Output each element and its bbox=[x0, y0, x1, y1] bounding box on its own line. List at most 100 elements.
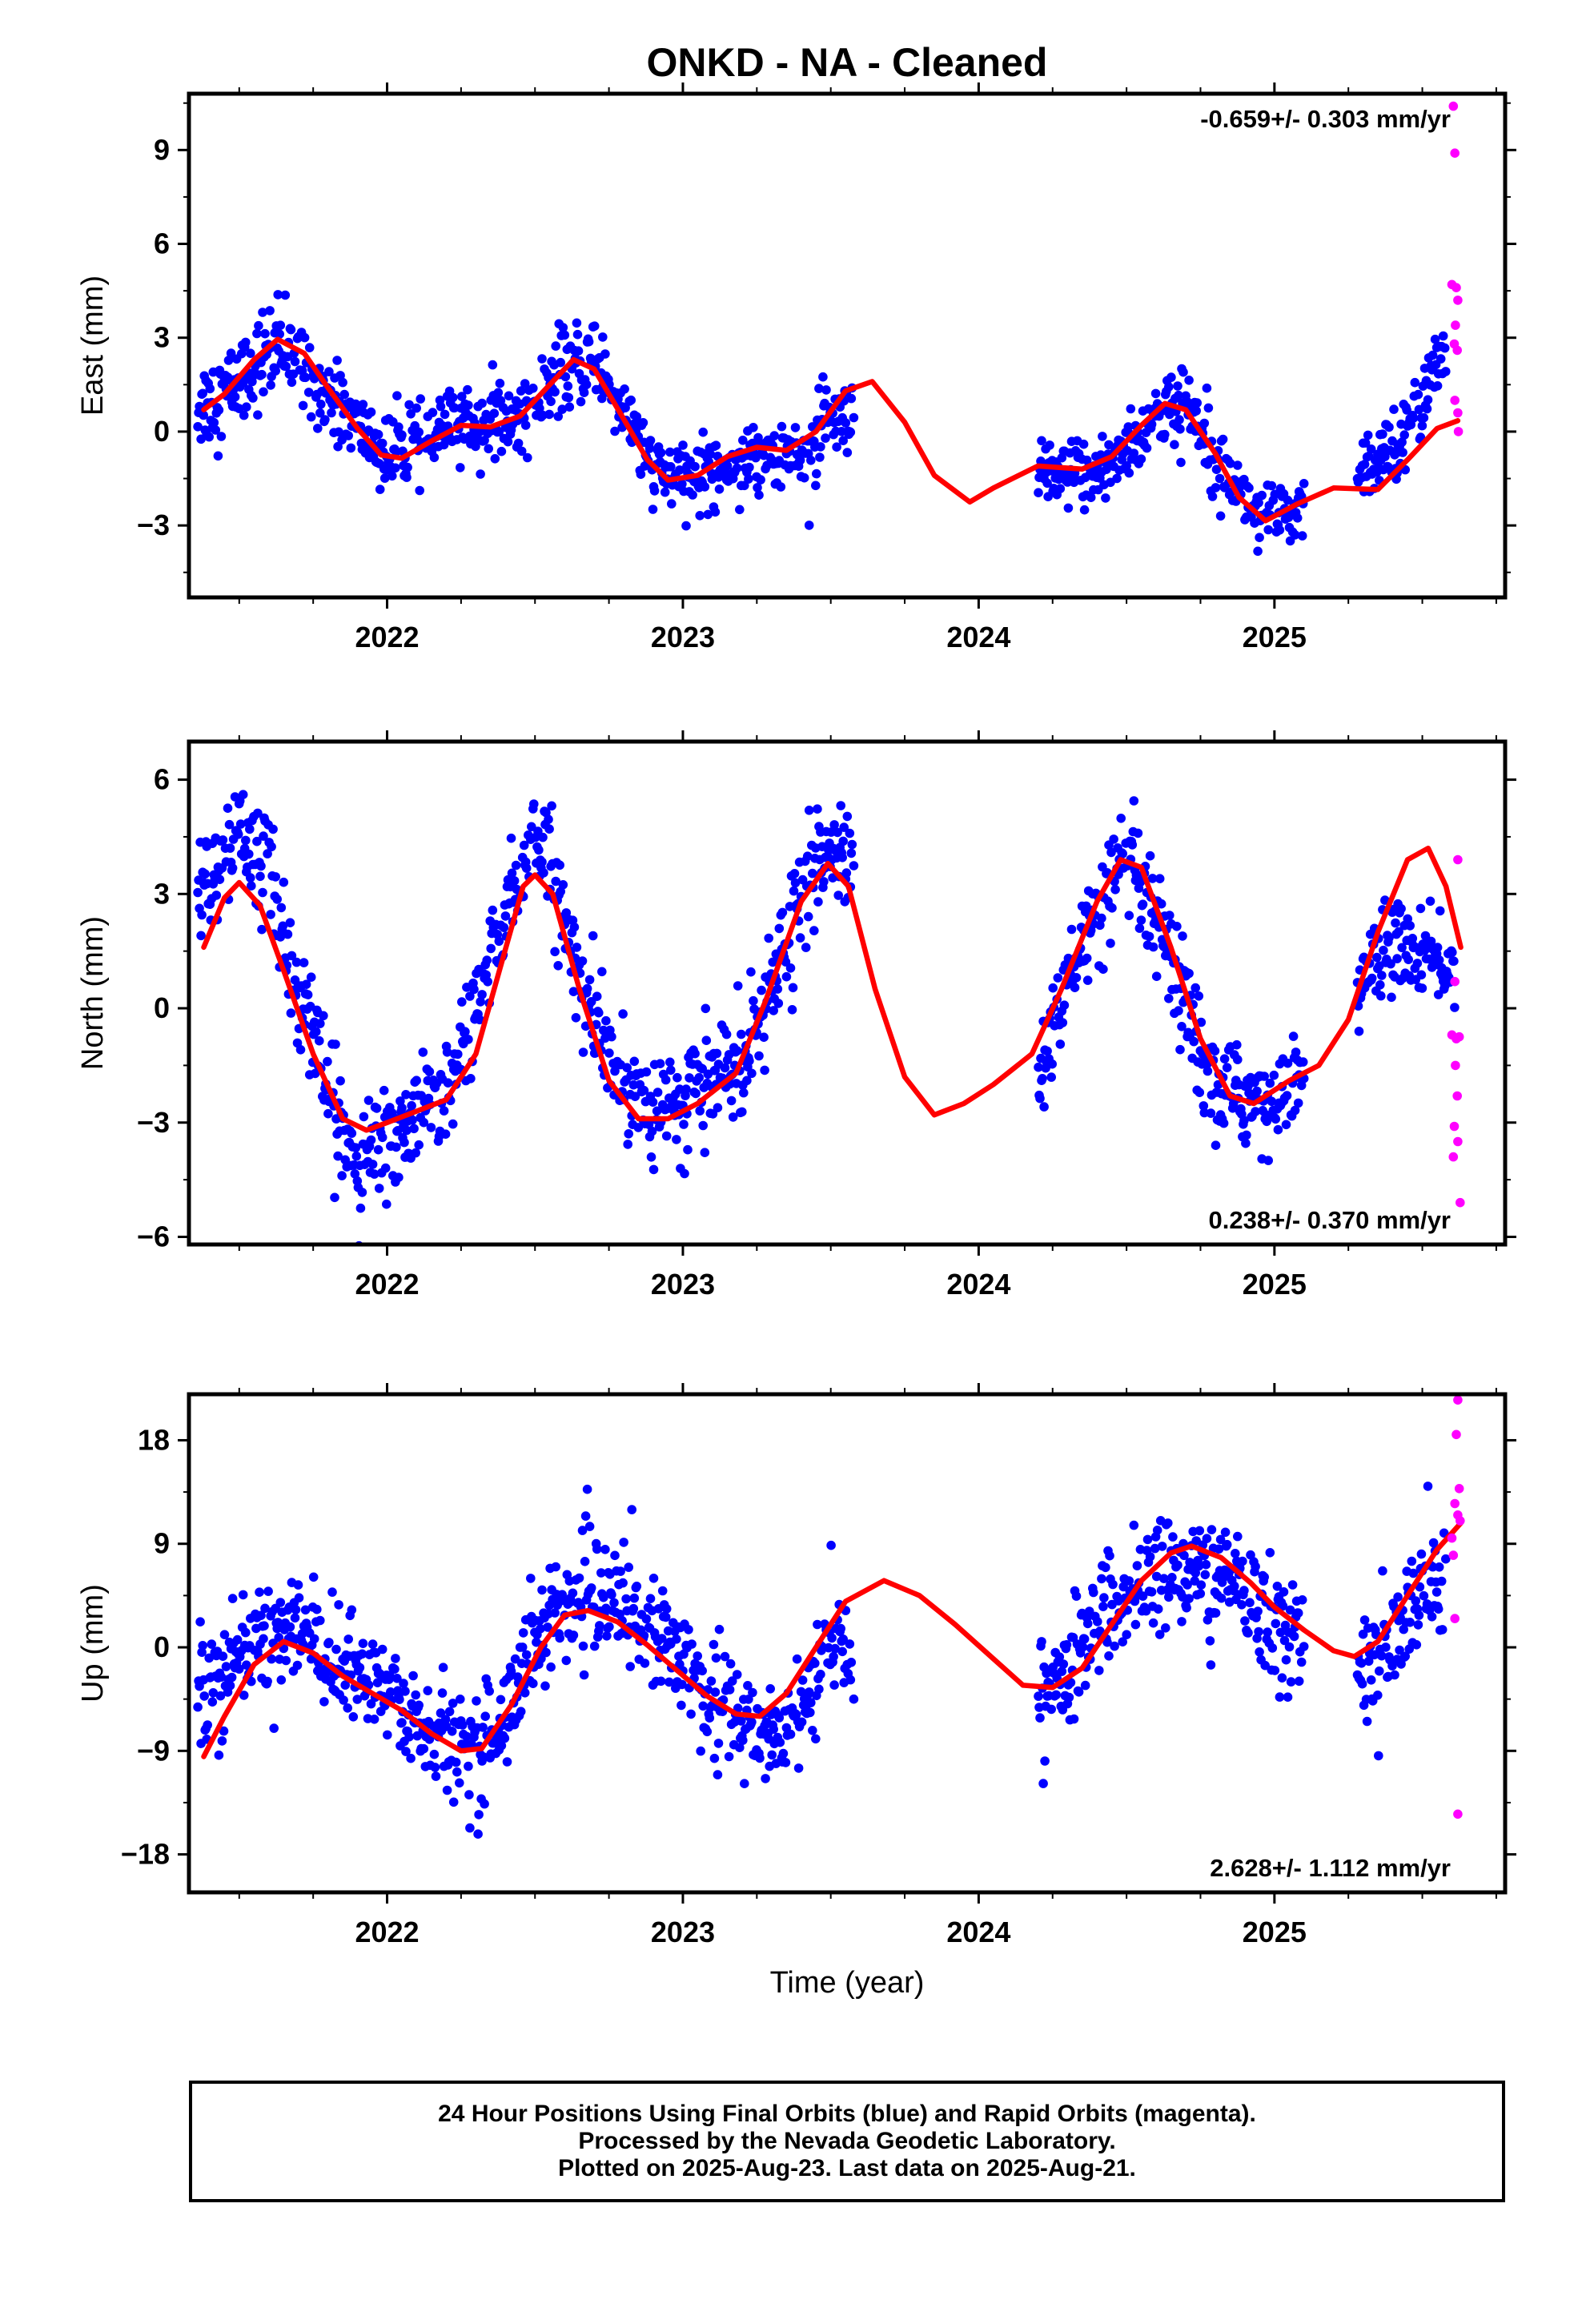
north-final-orbit-point bbox=[1039, 1102, 1049, 1112]
north-final-orbit-point bbox=[829, 820, 839, 830]
up-final-orbit-point bbox=[234, 1664, 244, 1674]
up-final-orbit-point bbox=[604, 1622, 614, 1632]
north-final-orbit-point bbox=[588, 931, 598, 941]
up-final-orbit-point bbox=[1356, 1659, 1367, 1668]
up-final-orbit-point bbox=[706, 1676, 717, 1686]
up-final-orbit-point bbox=[1108, 1579, 1118, 1590]
up-final-orbit-point bbox=[203, 1720, 212, 1730]
east-final-orbit-point bbox=[818, 372, 828, 382]
north-final-orbit-point bbox=[276, 903, 287, 913]
north-x-tick-label: 2022 bbox=[355, 1268, 419, 1301]
east-final-orbit-point bbox=[260, 328, 270, 339]
north-final-orbit-point bbox=[443, 1078, 453, 1088]
up-final-orbit-point bbox=[661, 1612, 671, 1622]
east-final-orbit-point bbox=[377, 438, 387, 448]
north-final-orbit-point bbox=[1432, 943, 1443, 952]
north-final-orbit-point bbox=[355, 1203, 366, 1213]
east-final-orbit-point bbox=[480, 436, 489, 445]
east-final-orbit-point bbox=[387, 471, 397, 481]
north-final-orbit-point bbox=[1191, 983, 1200, 993]
north-final-orbit-point bbox=[457, 997, 467, 1007]
up-final-orbit-point bbox=[1230, 1581, 1239, 1591]
east-final-orbit-point bbox=[205, 384, 215, 394]
up-final-orbit-point bbox=[740, 1779, 749, 1788]
north-final-orbit-point bbox=[287, 951, 297, 961]
north-final-orbit-point bbox=[1132, 870, 1142, 880]
north-final-orbit-point bbox=[291, 957, 302, 967]
east-final-orbit-point bbox=[1174, 415, 1184, 424]
up-final-orbit-point bbox=[656, 1676, 666, 1687]
up-final-orbit-point bbox=[385, 1671, 395, 1680]
east-final-orbit-point bbox=[821, 385, 831, 395]
up-final-orbit-point bbox=[765, 1684, 775, 1694]
north-final-orbit-point bbox=[644, 1120, 654, 1129]
north-final-orbit-point bbox=[768, 957, 777, 967]
north-final-orbit-point bbox=[720, 1063, 730, 1073]
east-final-orbit-point bbox=[1104, 440, 1114, 450]
up-final-orbit-point bbox=[720, 1651, 730, 1662]
up-final-orbit-point bbox=[586, 1583, 596, 1593]
up-x-tick-label: 2025 bbox=[1243, 1916, 1307, 1948]
north-final-orbit-point bbox=[1109, 834, 1118, 844]
east-rapid-orbit-point bbox=[1452, 345, 1462, 356]
north-final-orbit-point bbox=[1134, 923, 1145, 933]
east-y-tick-label: 3 bbox=[154, 321, 170, 354]
north-final-orbit-point bbox=[1288, 1031, 1299, 1041]
north-final-orbit-point bbox=[555, 860, 564, 870]
north-final-orbit-point bbox=[1042, 1046, 1052, 1056]
north-final-orbit-point bbox=[849, 861, 859, 870]
north-final-orbit-point bbox=[695, 1106, 705, 1116]
north-final-orbit-point bbox=[550, 947, 560, 957]
east-final-orbit-point bbox=[842, 448, 853, 457]
east-final-orbit-point bbox=[1086, 493, 1096, 502]
east-final-orbit-point bbox=[838, 436, 848, 445]
east-final-orbit-point bbox=[1176, 457, 1186, 468]
east-final-orbit-point bbox=[252, 328, 262, 339]
north-final-orbit-point bbox=[1110, 885, 1120, 895]
east-plot-area bbox=[193, 101, 1464, 557]
north-final-orbit-point bbox=[258, 887, 267, 898]
up-final-orbit-point bbox=[1207, 1525, 1217, 1534]
up-final-orbit-point bbox=[419, 1743, 429, 1754]
north-final-orbit-point bbox=[838, 836, 848, 846]
east-final-orbit-point bbox=[1380, 452, 1390, 461]
north-final-orbit-point bbox=[1281, 1120, 1291, 1130]
north-final-orbit-point bbox=[1386, 959, 1395, 969]
north-final-orbit-point bbox=[578, 1047, 588, 1057]
east-final-orbit-point bbox=[845, 427, 856, 437]
east-final-orbit-point bbox=[1215, 511, 1226, 521]
east-final-orbit-point bbox=[722, 460, 733, 471]
east-final-orbit-point bbox=[346, 443, 356, 453]
east-final-orbit-point bbox=[754, 490, 764, 500]
up-final-orbit-point bbox=[1441, 1554, 1451, 1564]
up-final-orbit-point bbox=[297, 1629, 307, 1638]
east-final-orbit-point bbox=[714, 485, 725, 494]
up-model-curve bbox=[201, 1520, 1464, 1759]
north-final-orbit-point bbox=[529, 799, 539, 809]
up-final-orbit-point bbox=[805, 1707, 815, 1718]
up-final-orbit-point bbox=[797, 1717, 807, 1727]
east-final-orbit-point bbox=[1255, 533, 1264, 542]
up-final-orbit-point bbox=[1411, 1640, 1422, 1650]
north-final-orbit-point bbox=[1046, 1072, 1056, 1082]
north-final-orbit-point bbox=[1377, 971, 1387, 980]
east-final-orbit-point bbox=[1397, 437, 1407, 447]
east-final-orbit-point bbox=[738, 436, 748, 445]
north-final-orbit-point bbox=[366, 1135, 376, 1145]
up-final-orbit-point bbox=[430, 1763, 440, 1772]
east-model-curve bbox=[201, 336, 1461, 524]
up-final-orbit-point bbox=[473, 1829, 483, 1839]
east-final-orbit-point bbox=[556, 357, 565, 368]
east-final-orbit-point bbox=[1435, 354, 1446, 364]
up-final-orbit-point bbox=[724, 1751, 734, 1762]
up-final-orbit-point bbox=[624, 1562, 633, 1572]
east-final-orbit-point bbox=[464, 400, 473, 410]
north-final-orbit-point bbox=[377, 1132, 387, 1143]
north-final-orbit-point bbox=[582, 983, 592, 994]
north-final-orbit-point bbox=[1367, 973, 1377, 983]
up-final-orbit-point bbox=[737, 1716, 746, 1726]
up-final-orbit-point bbox=[785, 1729, 796, 1739]
up-final-orbit-point bbox=[641, 1614, 652, 1624]
up-final-orbit-point bbox=[1375, 1666, 1384, 1676]
east-final-orbit-point bbox=[402, 472, 412, 482]
